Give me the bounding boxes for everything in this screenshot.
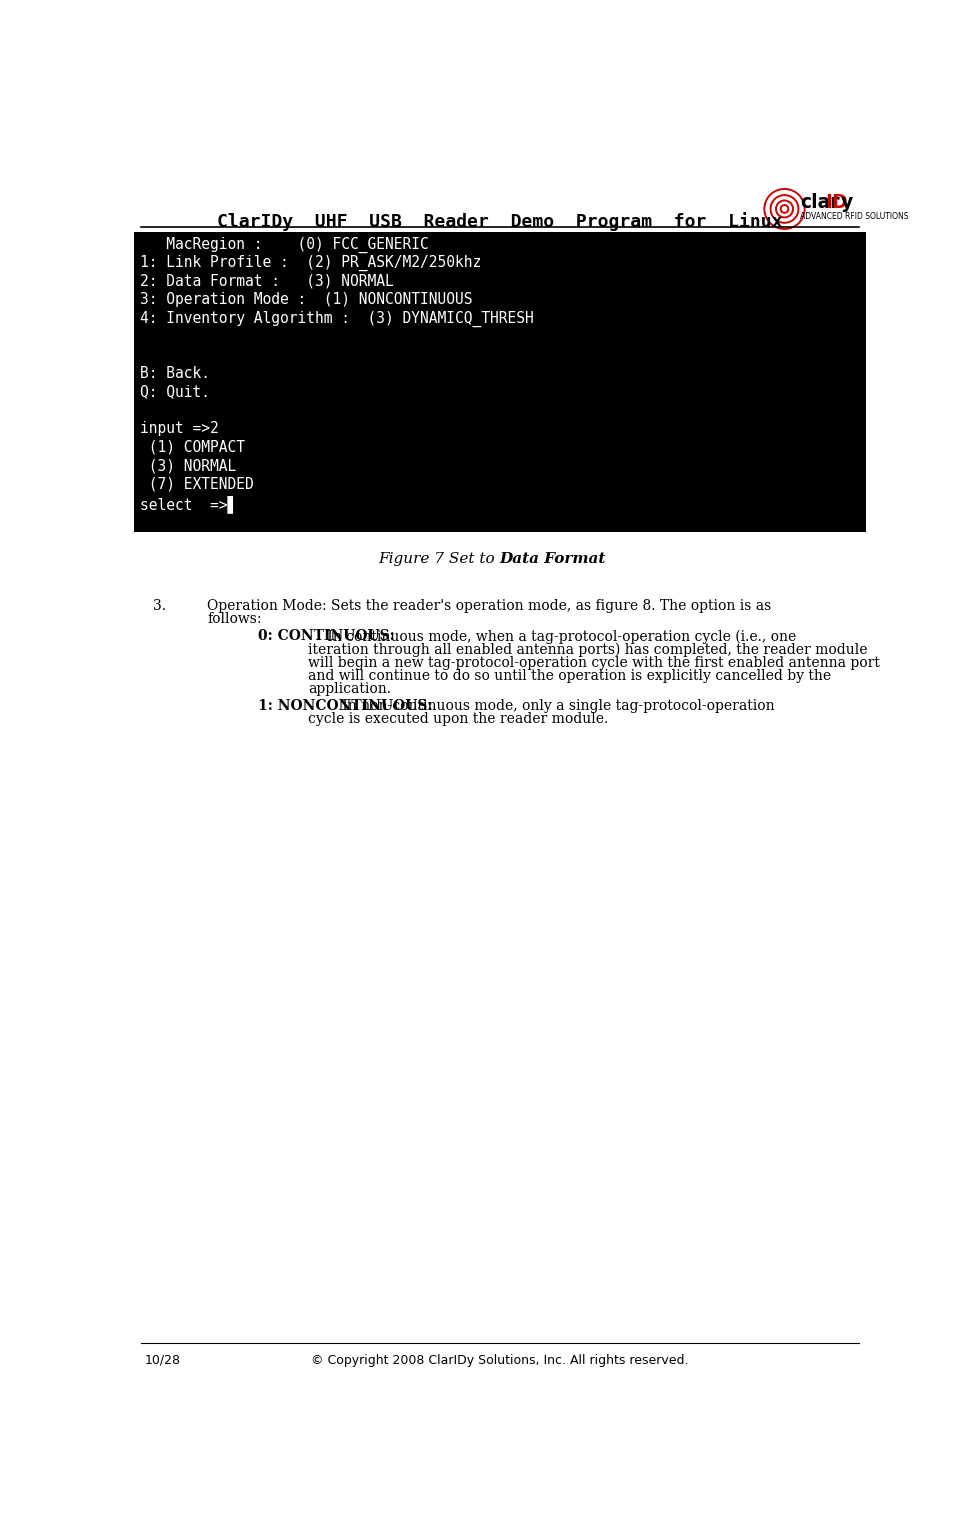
Text: 3.: 3. (153, 599, 166, 613)
Text: 10/28: 10/28 (145, 1353, 181, 1367)
Text: 1: Link Profile :  (2) PR_ASK/M2/250khz: 1: Link Profile : (2) PR_ASK/M2/250khz (139, 255, 481, 272)
Text: ID: ID (825, 192, 847, 212)
Text: follows:: follows: (207, 613, 261, 627)
Text: B: Back.: B: Back. (139, 366, 210, 381)
Text: 3: Operation Mode :  (1) NONCONTINUOUS: 3: Operation Mode : (1) NONCONTINUOUS (139, 292, 472, 307)
Text: Figure 7 Set to: Figure 7 Set to (377, 553, 499, 567)
Text: In non-continuous mode, only a single tag-protocol-operation: In non-continuous mode, only a single ta… (337, 699, 774, 713)
Text: input =>2: input =>2 (139, 421, 218, 436)
Text: ClarIDy  UHF  USB  Reader  Demo  Program  for  Linux: ClarIDy UHF USB Reader Demo Program for … (216, 212, 782, 230)
Text: clar: clar (800, 192, 839, 212)
Text: Q: Quit.: Q: Quit. (139, 384, 210, 399)
Text: y: y (841, 192, 853, 212)
Text: will begin a new tag-protocol-operation cycle with the first enabled antenna por: will begin a new tag-protocol-operation … (308, 656, 879, 670)
Text: (3) NORMAL: (3) NORMAL (139, 458, 236, 473)
Text: MacRegion :    (0) FCC_GENERIC: MacRegion : (0) FCC_GENERIC (139, 237, 428, 253)
Text: (1) COMPACT: (1) COMPACT (139, 439, 245, 455)
Text: © Copyright 2008 ClarIDy Solutions, Inc. All rights reserved.: © Copyright 2008 ClarIDy Solutions, Inc.… (311, 1353, 688, 1367)
Text: (7) EXTENDED: (7) EXTENDED (139, 476, 254, 492)
Text: Data Format: Data Format (499, 553, 605, 567)
Text: 1: NONCONTINUOUS:: 1: NONCONTINUOUS: (257, 699, 432, 713)
Text: iteration through all enabled antenna ports) has completed, the reader module: iteration through all enabled antenna po… (308, 642, 868, 657)
Text: select  =>▋: select =>▋ (139, 496, 236, 513)
Text: In continuous mode, when a tag-protocol-operation cycle (i.e., one: In continuous mode, when a tag-protocol-… (324, 630, 797, 644)
Text: Operation Mode: Sets the reader's operation mode, as figure 8. The option is as: Operation Mode: Sets the reader's operat… (207, 599, 771, 613)
Text: application.: application. (308, 682, 391, 696)
Text: 4: Inventory Algorithm :  (3) DYNAMICQ_THRESH: 4: Inventory Algorithm : (3) DYNAMICQ_TH… (139, 310, 533, 327)
Text: cycle is executed upon the reader module.: cycle is executed upon the reader module… (308, 711, 608, 727)
Text: 2: Data Format :   (3) NORMAL: 2: Data Format : (3) NORMAL (139, 273, 394, 289)
FancyBboxPatch shape (134, 232, 866, 533)
Text: and will continue to do so until the operation is explicitly cancelled by the: and will continue to do so until the ope… (308, 668, 831, 682)
Text: 0: CONTINUOUS:: 0: CONTINUOUS: (257, 630, 394, 644)
Text: ADVANCED RFID SOLUTIONS: ADVANCED RFID SOLUTIONS (800, 212, 909, 221)
